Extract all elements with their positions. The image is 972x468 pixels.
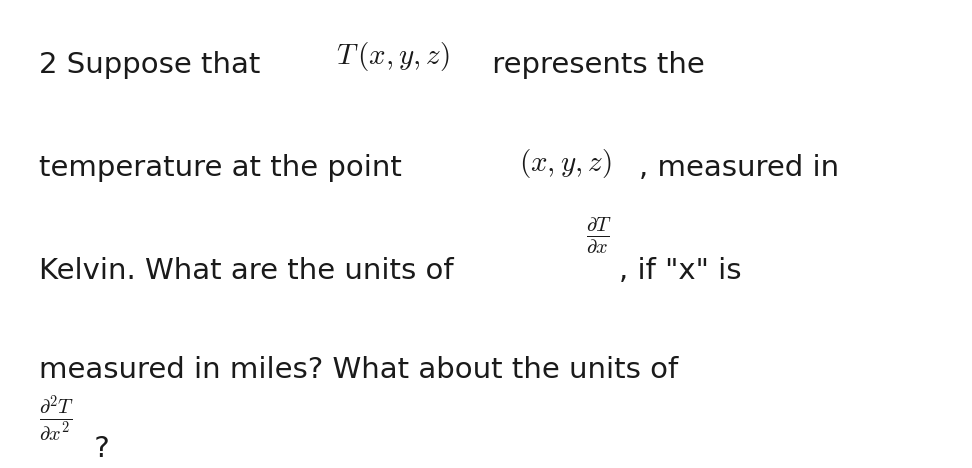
Text: , if "x" is: , if "x" is bbox=[619, 257, 742, 285]
Text: $\frac{\partial^2 T}{\partial x^2}$: $\frac{\partial^2 T}{\partial x^2}$ bbox=[39, 393, 74, 444]
Text: $(x, y, z)$: $(x, y, z)$ bbox=[519, 147, 611, 181]
Text: temperature at the point: temperature at the point bbox=[39, 154, 411, 183]
Text: 2 Suppose that: 2 Suppose that bbox=[39, 51, 269, 80]
Text: $\frac{\partial T}{\partial x}$: $\frac{\partial T}{\partial x}$ bbox=[586, 215, 611, 256]
Text: , measured in: , measured in bbox=[639, 154, 839, 183]
Text: represents the: represents the bbox=[483, 51, 705, 80]
Text: Kelvin. What are the units of: Kelvin. What are the units of bbox=[39, 257, 463, 285]
Text: $T\,(x, y, z)$: $T\,(x, y, z)$ bbox=[336, 40, 450, 73]
Text: measured in miles? What about the units of: measured in miles? What about the units … bbox=[39, 356, 678, 384]
Text: ?: ? bbox=[85, 435, 109, 463]
